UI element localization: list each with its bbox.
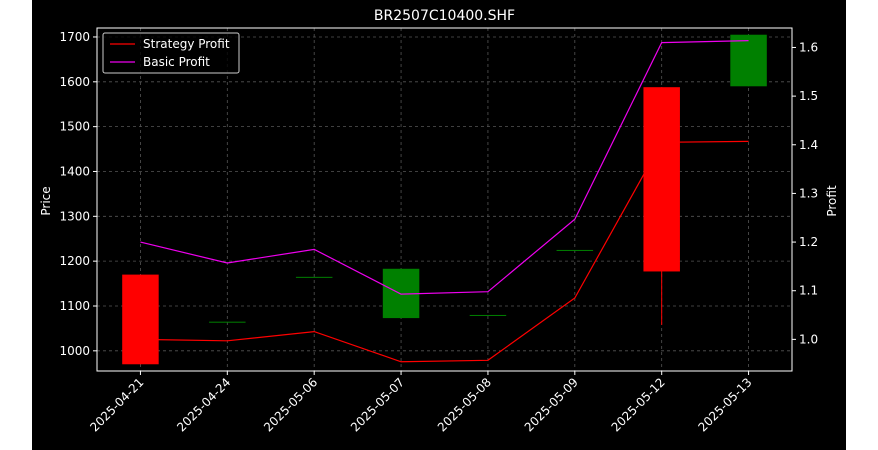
series-line-strategy-profit [140,140,749,363]
candle-body [122,274,159,365]
y-tick-label-left: 1400 [59,164,90,178]
y-tick-label-left: 1300 [59,209,90,223]
candle-body [209,321,246,323]
y-tick-label-right: 1.2 [799,235,818,249]
figure-background [32,0,846,450]
legend: Strategy Profit Basic Profit [102,32,240,74]
y-tick-label-left: 1000 [59,344,90,358]
candle-body [643,87,680,272]
candle-body [469,314,507,316]
y-tick-label-right: 1.6 [799,40,818,54]
chart-title: BR2507C10400.SHF [374,8,515,24]
legend-label-strategy-profit: Strategy Profit [143,37,230,51]
y-axis-right-label: Profit [825,185,839,217]
axes-frame [96,27,793,372]
y-axis-left-label: Price [39,186,53,215]
profit-lines [140,40,749,363]
y-tick-label-left: 1700 [59,30,90,44]
y-tick-label-left: 1100 [59,299,90,313]
candle-body [730,34,767,87]
y-tick-label-right: 1.0 [799,332,818,346]
y-tick-label-right: 1.5 [799,89,818,103]
series-line-basic-profit [140,40,749,295]
y-tick-label-left: 1600 [59,75,90,89]
legend-box [102,32,240,74]
candle-body [556,249,594,251]
y-tick-label-left: 1200 [59,254,90,268]
y-tick-label-right: 1.1 [799,284,818,298]
y-tick-label-left: 1500 [59,120,90,134]
y-tick-label-right: 1.4 [799,138,818,152]
legend-label-basic-profit: Basic Profit [143,55,210,69]
y-tick-label-right: 1.3 [799,186,818,200]
candle-body [295,276,333,278]
